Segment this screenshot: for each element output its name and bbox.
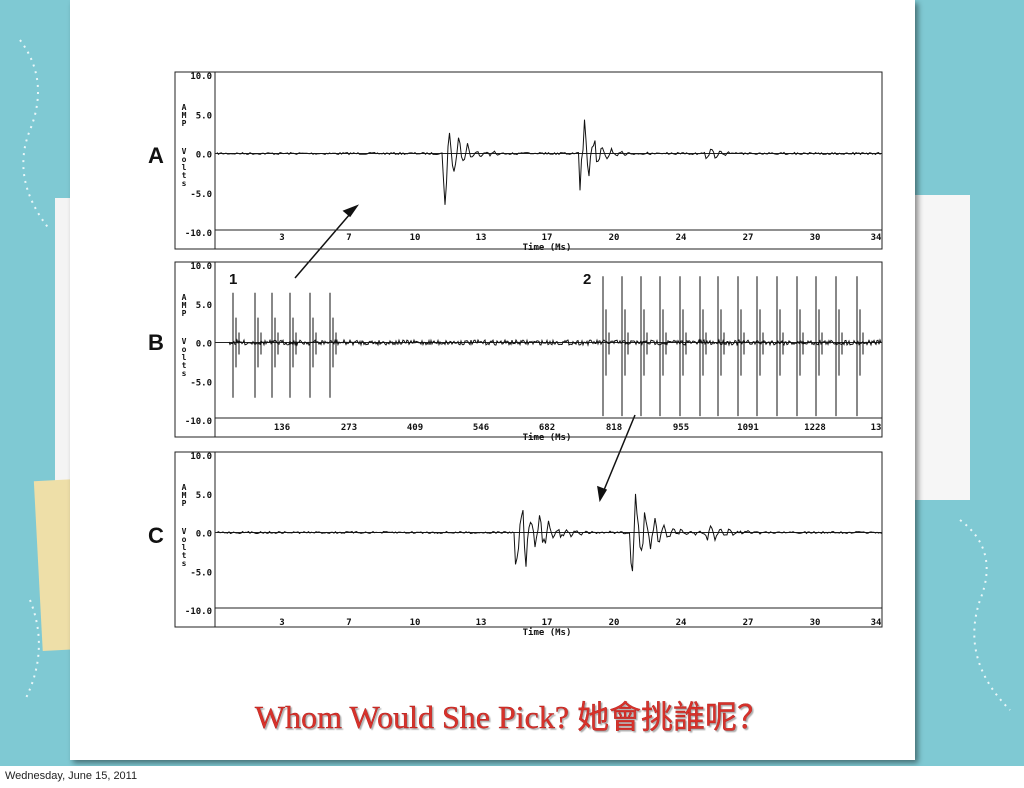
x-tick-label: 17 — [542, 233, 553, 243]
x-tick-label: 273 — [341, 423, 357, 433]
y-axis-title: Volts — [180, 147, 189, 187]
x-tick-label: 30 — [810, 618, 821, 628]
x-tick-label: 682 — [539, 423, 555, 433]
x-axis-title: Time (Ms) — [523, 242, 572, 253]
y-axis-title: AMP — [180, 103, 189, 127]
y-axis-title: AMP — [180, 483, 189, 507]
x-tick-label: 30 — [810, 233, 821, 243]
y-tick-label: 10.0 — [190, 452, 212, 462]
x-tick-label: 27 — [743, 618, 754, 628]
y-tick-label: 10.0 — [190, 72, 212, 82]
x-tick-label: 7 — [346, 233, 351, 243]
x-axis-title: Time (Ms) — [523, 432, 572, 443]
panel-frame — [174, 71, 883, 250]
y-tick-label: 5.0 — [196, 111, 212, 121]
y-axis-title: AMP — [180, 293, 189, 317]
y-tick-label: 5.0 — [196, 301, 212, 311]
y-tick-label: 10.0 — [190, 262, 212, 272]
x-tick-label: 17 — [542, 618, 553, 628]
x-tick-label: 24 — [676, 618, 687, 628]
y-tick-label: -5.0 — [190, 568, 212, 578]
footer-date: Wednesday, June 15, 2011 — [5, 770, 137, 782]
waveform — [216, 493, 882, 572]
x-tick-label: 13 — [871, 423, 882, 433]
x-tick-label: 34 — [871, 233, 882, 243]
x-tick-label: 546 — [473, 423, 489, 433]
x-tick-label: 13 — [476, 233, 487, 243]
decor-dots — [19, 39, 1011, 711]
x-tick-label: 136 — [274, 423, 290, 433]
arrow-head — [597, 485, 608, 503]
arrow — [294, 213, 351, 279]
y-tick-label: 0.0 — [196, 151, 212, 161]
panel-frame — [174, 261, 883, 438]
x-tick-label: 3 — [279, 618, 284, 628]
footer-bar — [0, 766, 1024, 788]
y-tick-label: -5.0 — [190, 378, 212, 388]
x-axis-title: Time (Ms) — [523, 627, 572, 638]
waveform — [228, 276, 882, 417]
x-tick-label: 10 — [410, 618, 421, 628]
x-tick-label: 20 — [609, 618, 620, 628]
x-tick-label: 34 — [871, 618, 882, 628]
y-tick-label: -10.0 — [185, 229, 212, 239]
x-tick-label: 1228 — [804, 423, 826, 433]
marker-label: 2 — [583, 271, 591, 288]
panel-label: B — [148, 330, 164, 355]
panel-label: C — [148, 523, 164, 548]
y-tick-label: -10.0 — [185, 417, 212, 427]
y-tick-label: -10.0 — [185, 607, 212, 617]
marker-label: 1 — [229, 271, 237, 288]
x-tick-label: 7 — [346, 618, 351, 628]
x-tick-label: 13 — [476, 618, 487, 628]
y-tick-label: 0.0 — [196, 340, 212, 350]
y-axis-title: Volts — [180, 527, 189, 567]
y-tick-label: 5.0 — [196, 491, 212, 501]
slide-title: Whom Would She Pick? 她會挑誰呢？ — [255, 699, 769, 735]
arrow-head — [342, 204, 360, 218]
paper-right — [905, 195, 970, 500]
x-tick-label: 1091 — [737, 423, 759, 433]
x-tick-label: 818 — [606, 423, 622, 433]
panel-frame — [174, 451, 883, 628]
y-tick-label: 0.0 — [196, 530, 212, 540]
y-axis-title: Volts — [180, 337, 189, 377]
x-tick-label: 3 — [279, 233, 284, 243]
x-tick-label: 409 — [407, 423, 423, 433]
y-tick-label: -5.0 — [190, 190, 212, 200]
x-tick-label: 20 — [609, 233, 620, 243]
x-tick-label: 10 — [410, 233, 421, 243]
x-tick-label: 24 — [676, 233, 687, 243]
x-tick-label: 27 — [743, 233, 754, 243]
waveform — [216, 119, 882, 205]
x-tick-label: 955 — [673, 423, 689, 433]
slide — [70, 0, 915, 760]
panel-label: A — [148, 143, 164, 168]
